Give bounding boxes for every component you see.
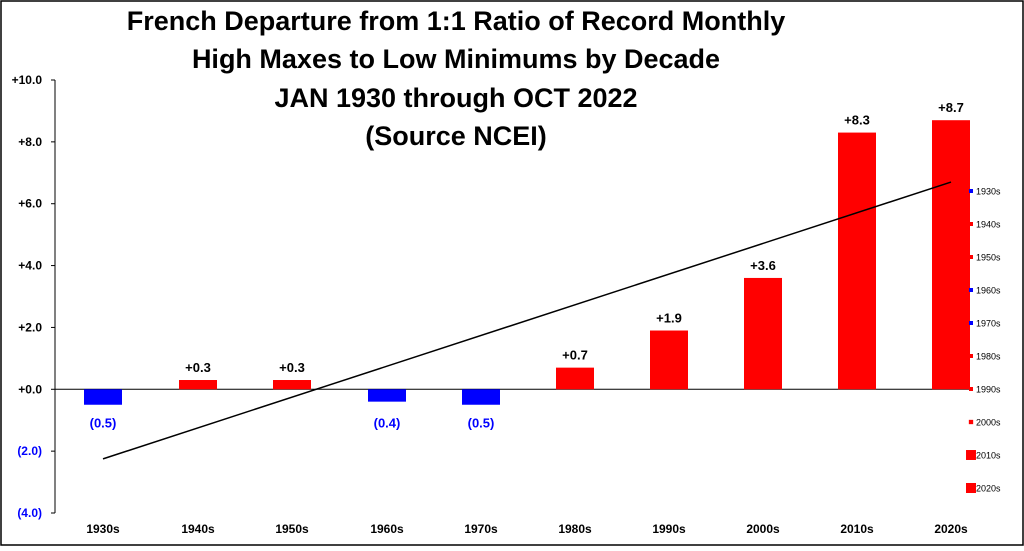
- bar-1970s: [462, 389, 500, 405]
- x-tick-label: 1940s: [181, 522, 215, 536]
- legend-entry: 1990s: [976, 385, 1001, 395]
- data-label: +8.7: [938, 100, 964, 115]
- legend-marker: [968, 419, 974, 425]
- legend-entry: 2020s: [976, 484, 1001, 494]
- data-label: (0.5): [468, 415, 495, 430]
- x-tick-label: 1990s: [652, 522, 686, 536]
- bar-2000s: [744, 277, 782, 390]
- legend-marker: [966, 450, 976, 460]
- bar-1960s: [368, 389, 406, 402]
- legend-marker: [969, 354, 973, 358]
- legend-entry: 1950s: [976, 253, 1001, 263]
- y-tick-label: +6.0: [18, 197, 42, 211]
- legend-marker: [969, 321, 973, 325]
- bar-1950s: [273, 380, 311, 390]
- bar-1990s: [650, 330, 688, 390]
- data-label: +0.3: [279, 360, 305, 375]
- x-tick-label: 1970s: [464, 522, 498, 536]
- legend-marker: [969, 387, 973, 391]
- data-label: +3.6: [750, 258, 776, 273]
- chart-title: French Departure from 1:1 Ratio of Recor…: [127, 6, 786, 151]
- legend-marker: [969, 255, 973, 259]
- y-tick-label: +10.0: [12, 73, 43, 87]
- data-label: +8.3: [844, 113, 870, 128]
- x-tick-label: 1960s: [370, 522, 404, 536]
- data-label: +0.3: [185, 360, 211, 375]
- legend-entry: 1980s: [976, 352, 1001, 362]
- trend-line: [102, 181, 952, 460]
- y-tick-label: (4.0): [17, 506, 42, 520]
- y-tick-label: +2.0: [18, 320, 42, 334]
- y-tick-label: +0.0: [18, 382, 42, 396]
- title-line: French Departure from 1:1 Ratio of Recor…: [127, 6, 786, 36]
- title-line: (Source NCEI): [365, 121, 547, 151]
- x-tick-label: 1980s: [558, 522, 592, 536]
- legend: 1930s 1940s 1950s 1960s 1970s 1980s 1990s 2000s…: [966, 187, 1001, 494]
- bar-1940s: [179, 380, 217, 390]
- data-label: (0.5): [90, 415, 117, 430]
- legend-marker: [969, 222, 973, 226]
- legend-marker: [969, 288, 973, 292]
- legend-entry: 1930s: [976, 187, 1001, 197]
- data-labels: (0.5) +0.3 +0.3 (0.4) (0.5) +0.7 +1.9 +3.6 +8.3 +…: [90, 100, 964, 430]
- trendline: [102, 181, 952, 460]
- x-tick-label: 1950s: [275, 522, 309, 536]
- data-label: +0.7: [562, 348, 588, 363]
- legend-entry: 1970s: [976, 319, 1001, 329]
- x-tick-label: 2000s: [746, 522, 780, 536]
- legend-entry: 2000s: [976, 418, 1001, 428]
- title-line: High Maxes to Low Minimums by Decade: [192, 44, 720, 74]
- bar-1980s: [556, 367, 594, 390]
- title-line: JAN 1930 through OCT 2022: [274, 83, 637, 113]
- legend-marker: [966, 483, 976, 493]
- data-label: (0.4): [374, 415, 401, 430]
- x-tick-label: 2020s: [934, 522, 968, 536]
- data-label: +1.9: [656, 311, 682, 326]
- y-tick-label: +4.0: [18, 259, 42, 273]
- y-tick-label: (2.0): [17, 444, 42, 458]
- bar-2010s: [838, 132, 876, 390]
- bar-2020s: [932, 120, 970, 390]
- bars: [84, 120, 970, 405]
- x-tick-label: 1930s: [86, 522, 120, 536]
- legend-entry: 1940s: [976, 220, 1001, 230]
- legend-entry: 2010s: [976, 451, 1001, 461]
- legend-entry: 1960s: [976, 286, 1001, 296]
- y-tick-label: +8.0: [18, 135, 42, 149]
- x-tick-label: 2010s: [840, 522, 874, 536]
- bar-1930s: [84, 389, 122, 405]
- legend-marker: [969, 189, 973, 193]
